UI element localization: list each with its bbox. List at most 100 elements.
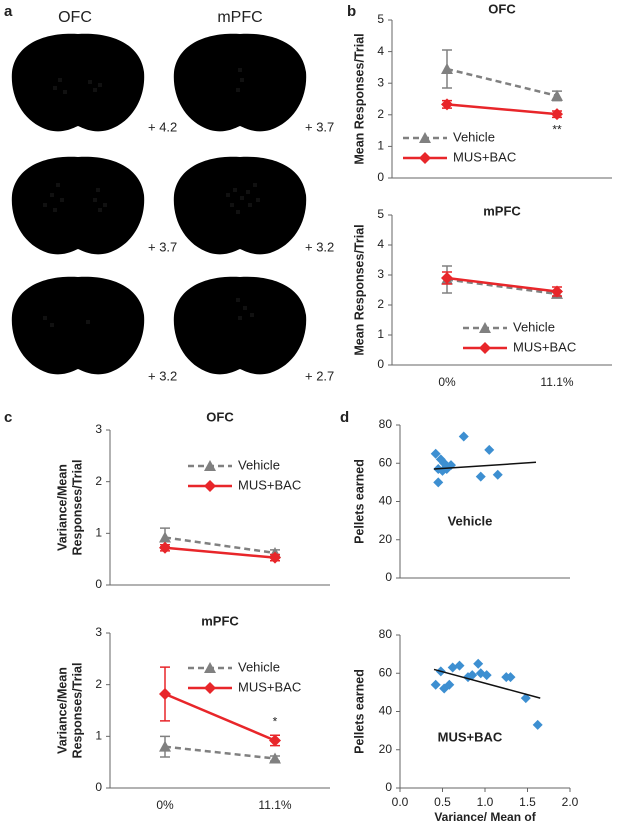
axis bbox=[399, 635, 570, 789]
site-dot bbox=[56, 183, 60, 187]
chart-label: Vehicle bbox=[448, 513, 493, 528]
y-axis-label: Pellets earned bbox=[352, 669, 366, 754]
trendline bbox=[433, 461, 537, 470]
marker bbox=[204, 662, 216, 673]
x-tick-label: 0.5 bbox=[434, 795, 451, 809]
chart-label: MUS+BAC bbox=[438, 729, 503, 744]
marker bbox=[441, 98, 453, 111]
point bbox=[430, 448, 441, 459]
y-axis-label: Pellets earned bbox=[352, 459, 366, 544]
marker bbox=[159, 541, 171, 554]
series-line bbox=[446, 67, 558, 98]
site-dot bbox=[60, 198, 64, 202]
panel-label: b bbox=[347, 3, 356, 20]
marker bbox=[419, 152, 431, 164]
site-dot bbox=[93, 198, 97, 202]
y-tick-label: 3 bbox=[95, 422, 102, 436]
site-dot bbox=[240, 196, 244, 200]
site-dot bbox=[50, 193, 54, 197]
marker bbox=[159, 740, 171, 752]
y-tick-label: 5 bbox=[377, 12, 384, 26]
site-dot bbox=[243, 306, 247, 310]
series-line bbox=[164, 536, 276, 555]
section-coordinate: + 3.2 bbox=[305, 239, 334, 254]
marker bbox=[551, 108, 563, 121]
series-line bbox=[446, 276, 558, 293]
y-tick-label: 2 bbox=[377, 297, 384, 311]
point bbox=[475, 471, 486, 482]
y-axis-label: Variance/Mean bbox=[55, 464, 69, 551]
site-dot bbox=[43, 203, 47, 207]
x-tick-label: 11.1% bbox=[258, 798, 291, 812]
marker bbox=[479, 342, 491, 354]
point bbox=[458, 431, 469, 442]
point bbox=[492, 469, 503, 480]
site-dot bbox=[246, 190, 250, 194]
y-tick-label: 3 bbox=[377, 267, 384, 281]
chart-title: mPFC bbox=[201, 613, 239, 628]
trendline bbox=[433, 668, 541, 699]
site-dot bbox=[250, 313, 254, 317]
x-tick-label: 0.0 bbox=[392, 795, 409, 809]
panel-label: a bbox=[4, 3, 13, 20]
y-tick-label: 2 bbox=[377, 107, 384, 121]
marker bbox=[204, 682, 216, 694]
legend-label: Vehicle bbox=[513, 319, 555, 334]
x-tick-label: 1.5 bbox=[519, 795, 536, 809]
y-tick-label: 0 bbox=[377, 170, 384, 184]
y-tick-label: 4 bbox=[377, 237, 384, 251]
series-line bbox=[446, 103, 558, 116]
panel-label: c bbox=[4, 409, 12, 426]
y-tick-label: 60 bbox=[379, 455, 393, 469]
y-tick-label: 0 bbox=[95, 577, 102, 591]
point bbox=[467, 670, 478, 681]
x-tick-label: 11.1% bbox=[540, 375, 573, 389]
site-dot bbox=[248, 203, 252, 207]
site-dot bbox=[253, 183, 257, 187]
point bbox=[532, 719, 543, 730]
injection-sites bbox=[43, 68, 260, 327]
section-coordinate: + 3.7 bbox=[148, 239, 177, 254]
site-dot bbox=[240, 78, 244, 82]
site-dot bbox=[233, 188, 237, 192]
x-tick-label: 0% bbox=[156, 798, 174, 812]
site-dot bbox=[236, 210, 240, 214]
point bbox=[505, 672, 516, 683]
site-dot bbox=[88, 80, 92, 84]
y-tick-label: 20 bbox=[379, 532, 393, 546]
x-tick-label: 1.0 bbox=[477, 795, 494, 809]
x-axis-label: Variance/ Mean of bbox=[434, 810, 536, 824]
legend-label: MUS+BAC bbox=[238, 679, 301, 694]
y-tick-label: 0 bbox=[385, 570, 392, 584]
marker bbox=[419, 132, 431, 143]
axis bbox=[391, 215, 612, 366]
y-tick-label: 1 bbox=[377, 139, 384, 153]
marker bbox=[204, 480, 216, 492]
legend-label: MUS+BAC bbox=[238, 477, 301, 492]
chart-title: OFC bbox=[488, 1, 516, 16]
marker bbox=[551, 285, 563, 298]
site-dot bbox=[98, 208, 102, 212]
y-tick-label: 2 bbox=[95, 474, 102, 488]
y-tick-label: 3 bbox=[95, 625, 102, 639]
y-axis-label: Mean Responses/Trial bbox=[352, 224, 366, 355]
point bbox=[433, 477, 444, 488]
y-axis-label: Responses/Trial bbox=[70, 460, 84, 556]
y-axis-label: Mean Responses/Trial bbox=[352, 33, 366, 164]
annotation: ** bbox=[552, 122, 562, 136]
y-tick-label: 1 bbox=[95, 526, 102, 540]
y-tick-label: 20 bbox=[379, 742, 393, 756]
site-dot bbox=[93, 88, 97, 92]
site-dot bbox=[43, 316, 47, 320]
y-tick-label: 2 bbox=[95, 677, 102, 691]
site-dot bbox=[98, 83, 102, 87]
point bbox=[484, 444, 495, 455]
x-tick-label: 2.0 bbox=[562, 795, 579, 809]
marker bbox=[159, 531, 171, 543]
y-tick-label: 40 bbox=[379, 704, 393, 718]
y-tick-label: 1 bbox=[377, 327, 384, 341]
site-dot bbox=[230, 203, 234, 207]
marker bbox=[269, 551, 281, 564]
y-tick-label: 5 bbox=[377, 207, 384, 221]
site-dot bbox=[238, 68, 242, 72]
